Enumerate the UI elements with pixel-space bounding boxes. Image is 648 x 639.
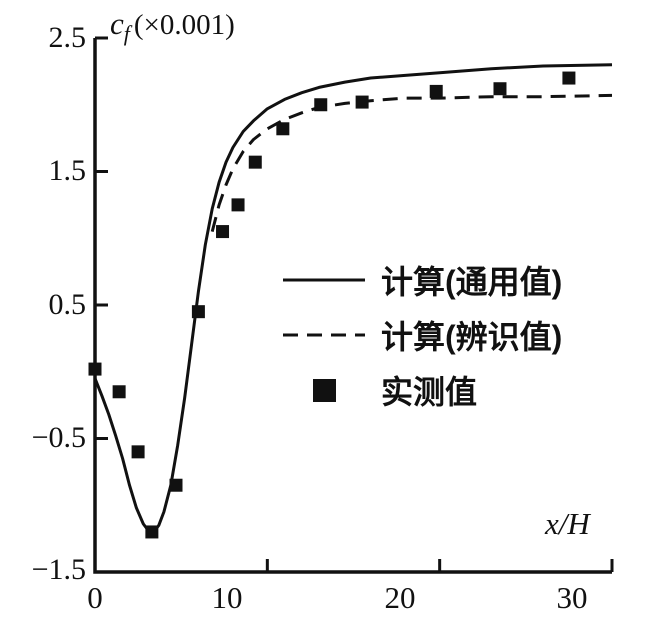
y-tick-label: 0.5	[48, 288, 87, 321]
x-tick-label: 30	[556, 580, 588, 615]
legend-label: 计算(通用值)	[381, 264, 563, 300]
legend-item-measured: 实测值	[283, 370, 562, 410]
legend-item-identified: 计算(辨识值)	[283, 315, 562, 355]
legend-label: 实测值	[381, 374, 478, 410]
legend: 计算(通用值) 计算(辨识值) 实测值	[283, 260, 562, 410]
x-tick-label: 10	[211, 580, 243, 615]
x-tick-label: 0	[87, 580, 103, 615]
x-axis-title: x/H	[545, 506, 590, 541]
square-marker-sample-icon	[283, 378, 365, 402]
y-tick-label: 2.5	[48, 21, 87, 54]
solid-line-sample-icon	[283, 275, 365, 285]
cf-symbol: c	[110, 6, 124, 41]
y-axis-title: cf (×0.001)	[110, 6, 235, 47]
y-tick-label: 1.5	[48, 154, 87, 187]
dashed-line-sample-icon	[283, 330, 365, 340]
y-tick-label: −0.5	[31, 421, 86, 454]
y-tick-label: −1.5	[31, 553, 86, 586]
x-tick-label: 20	[384, 580, 416, 615]
legend-item-general: 计算(通用值)	[283, 260, 562, 300]
cf-subscript: f	[123, 21, 130, 46]
legend-label: 计算(辨识值)	[381, 319, 563, 355]
cf-unit: (×0.001)	[133, 9, 235, 41]
